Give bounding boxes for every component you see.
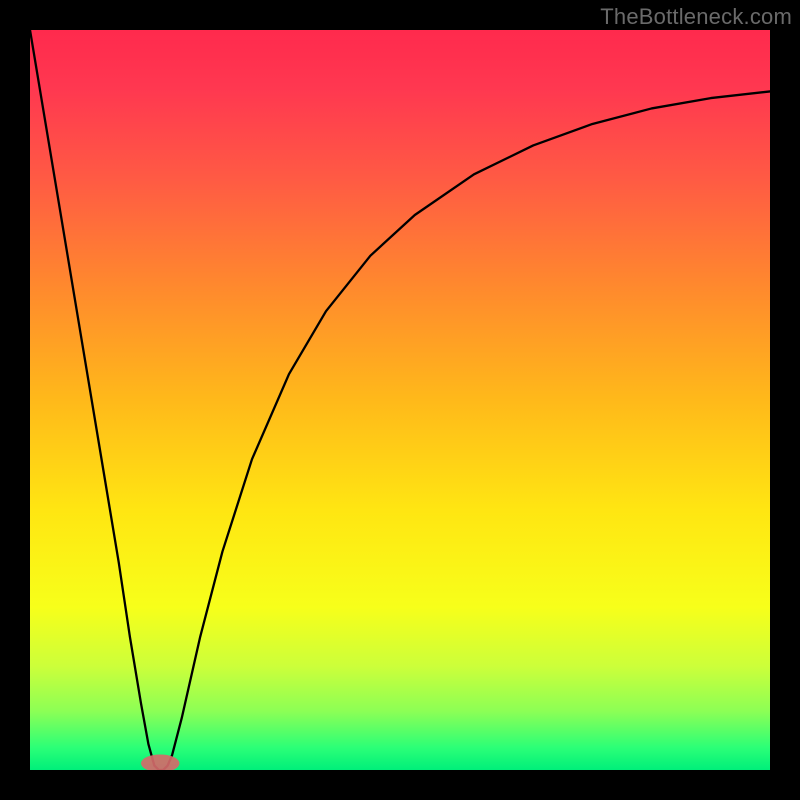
optimal-marker: [141, 754, 179, 770]
stage: TheBottleneck.com: [0, 0, 800, 800]
plot-area: [30, 30, 770, 770]
bottleneck-curve: [30, 30, 770, 770]
plot-svg: [30, 30, 770, 770]
watermark-text: TheBottleneck.com: [600, 4, 792, 30]
